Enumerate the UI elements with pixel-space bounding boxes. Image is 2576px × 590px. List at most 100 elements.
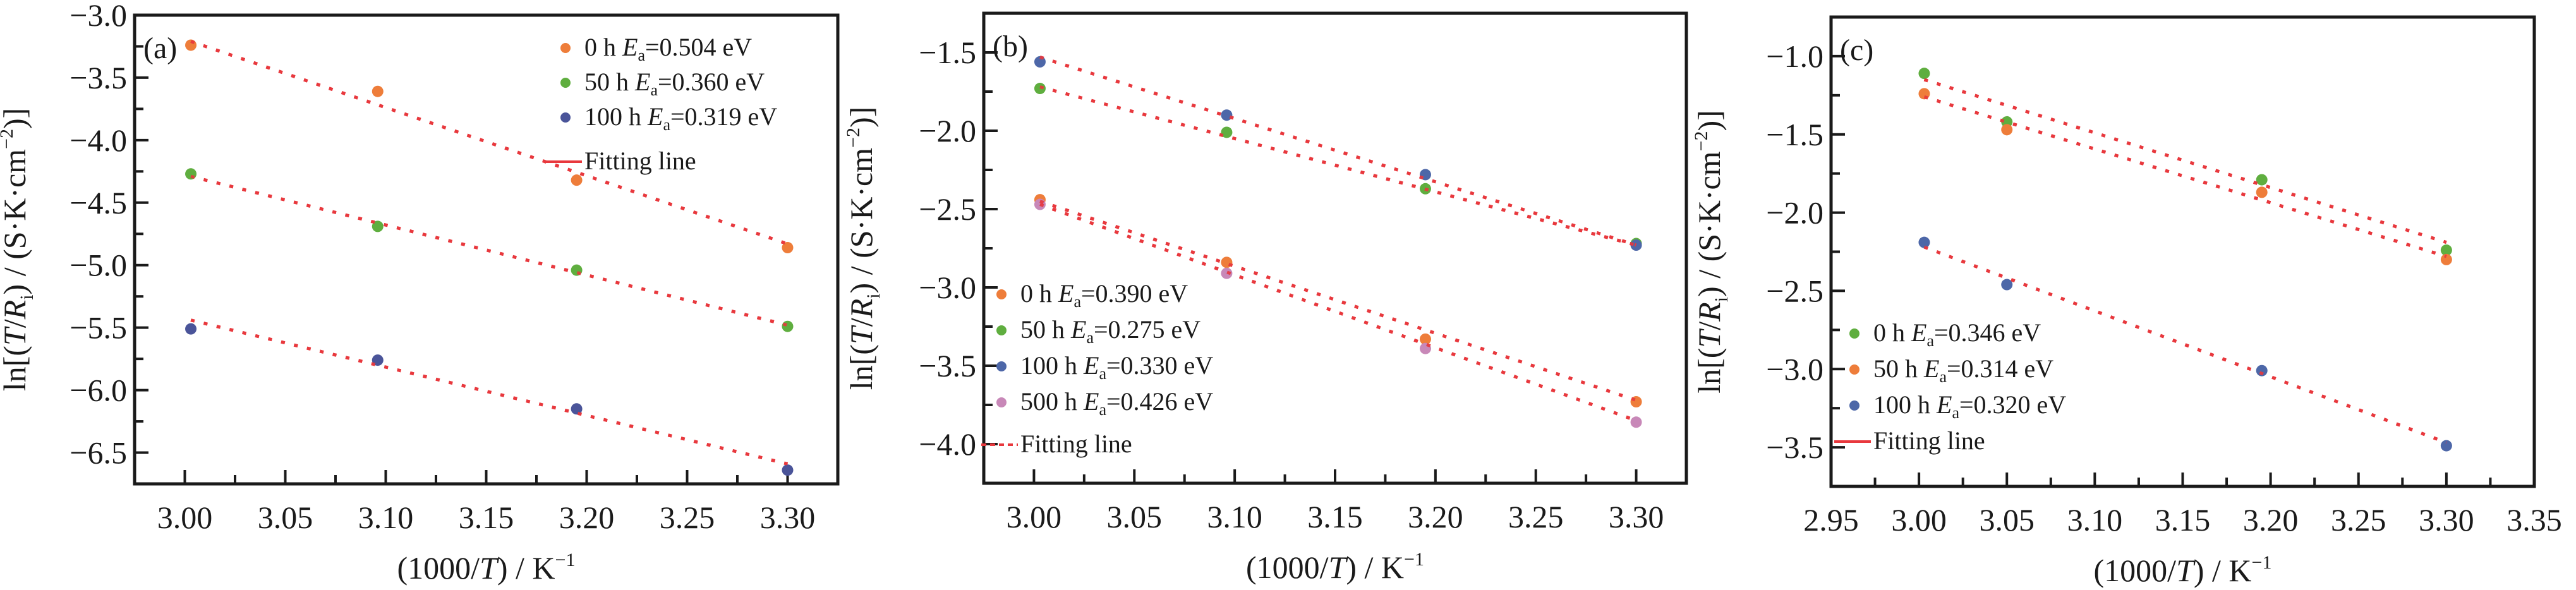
data-point-50h [782,320,794,332]
x-tick-label: 2.95 [1803,502,1859,538]
data-point-100h [2256,364,2268,376]
y-tick-label: −4.0 [70,123,127,158]
data-point-50h [2256,186,2268,198]
data-point-50h [1221,126,1233,138]
fit-line-overlay [1923,78,2447,244]
legend-marker [560,43,571,53]
data-point-0h [2256,174,2268,186]
legend-label: 50 h Ea=0.360 eV [584,68,765,99]
data-point-100h [1221,109,1233,121]
x-tick-label: 3.20 [559,500,615,535]
legend-marker [560,78,571,88]
legend-fit-label: Fitting line [1873,426,1985,455]
legend-label: 500 h Ea=0.426 eV [1020,387,1213,419]
legend-marker [996,289,1007,299]
fit-line-overlay [1923,245,2447,444]
y-tick-label: −6.5 [70,435,127,471]
legend-marker [1849,400,1859,411]
x-tick-label: 3.10 [1207,499,1262,534]
legend: 0 h Ea=0.346 eV 50 h Ea=0.314 eV 100 h Ea=… [1834,318,2066,455]
legend-marker [1849,364,1859,375]
x-tick-label: 3.15 [1307,499,1363,534]
data-point-0h [782,242,794,254]
y-tick-label: −2.0 [1766,195,1823,231]
x-tick-label: 3.05 [258,500,313,535]
data-point-0h [2001,116,2013,128]
x-tick-label: 3.05 [1107,499,1163,534]
x-tick-label: 3.25 [2331,502,2386,538]
y-tick-label: −1.5 [1766,117,1823,152]
y-tick-label: −5.0 [70,248,127,283]
legend-marker [996,361,1007,371]
x-tick-label: 3.20 [2243,502,2299,538]
legend-label: 0 h Ea=0.346 eV [1873,318,2041,350]
data-point-50h [372,220,384,232]
panel-b: 3.00 3.05 3.10 3.15 3.20 3.25 3.30 −1.5 −2.0 −2.5… [843,11,1688,585]
y-tick-label: −1.5 [919,35,976,70]
fit-line-overlay [190,318,789,466]
x-tick-label: 3.30 [760,500,816,535]
data-point-100h [185,323,197,335]
data-point-50h [2001,124,2013,136]
y-tick-label: −1.0 [1766,39,1823,74]
legend-label: 100 h Ea=0.319 eV [584,102,777,134]
data-point-100h [2001,279,2013,291]
data-point-0h [2440,244,2452,256]
panel-c: 2.95 3.00 3.05 3.10 3.15 3.20 3.25 3.30 3.35 −1.0… [1691,15,2562,588]
y-tick-label: −3.0 [70,0,127,33]
x-tick-label: 3.15 [2155,502,2211,538]
legend: 0 h Ea=0.390 eV 50 h Ea=0.275 eV 100 h Ea=… [981,279,1213,458]
panel-label: (c) [1840,33,1873,67]
legend-fit-label: Fitting line [584,147,696,175]
panel-label: (a) [143,32,177,65]
y-axis-title: ln[(T/Ri) / (S·K·cm−2)] [1691,110,1732,394]
y-tick-label: −4.0 [919,426,976,462]
x-tick-label: 3.05 [1980,502,2035,538]
y-tick-label: −3.0 [919,270,976,305]
data-point-0h [372,85,384,97]
fit-line-overlay [1039,85,1637,247]
x-tick-label: 3.25 [660,500,715,535]
x-tick-label: 3.30 [2419,502,2474,538]
legend-label: 0 h Ea=0.504 eV [584,33,752,64]
data-point-0h [571,174,583,186]
legend-label: 100 h Ea=0.330 eV [1020,351,1213,383]
x-tick-label: 3.20 [1408,499,1463,534]
legend-marker [560,112,571,123]
x-tick-label: 3.00 [157,500,213,535]
y-tick-label: −6.0 [70,373,127,408]
panel-a: 3.00 3.05 3.10 3.15 3.20 3.25 3.30 −3.0 −3.5 −4.0… [0,0,840,586]
data-point-0h [1918,68,1930,80]
legend-label: 50 h Ea=0.275 eV [1020,315,1200,347]
y-axis-title: ln[(T/Ri) / (S·K·cm−2)] [0,108,37,392]
data-point-100h [782,464,794,476]
data-point-100h [571,403,583,415]
y-tick-label: −3.0 [1766,351,1823,387]
x-tick-label: 3.10 [2067,502,2123,538]
fit-line-overlay [1039,56,1637,247]
legend-label: 100 h Ea=0.320 eV [1873,390,2066,422]
x-axis-title: (1000/T) / K−1 [397,550,576,586]
y-tick-label: −3.5 [1766,430,1823,465]
panel-label: (b) [993,30,1028,63]
legend-label: 0 h Ea=0.390 eV [1020,279,1188,311]
y-axis-title: ln[(T/Ri) / (S·K·cm−2)] [843,107,884,390]
x-axis-title: (1000/T) / K−1 [1246,549,1424,585]
y-tick-label: −2.5 [1766,273,1823,308]
x-tick-label: 3.00 [1007,499,1062,534]
data-point-50h [2440,253,2452,265]
x-axis-title: (1000/T) / K−1 [2094,552,2272,588]
legend-marker [1849,328,1859,339]
x-tick-label: 3.35 [2506,502,2562,538]
y-tick-label: −3.5 [919,348,976,383]
x-tick-label: 3.30 [1609,499,1664,534]
y-tick-label: −5.5 [70,310,127,346]
data-point-100h [1918,236,1930,248]
x-tick-label: 3.15 [459,500,514,535]
x-tick-label: 3.25 [1508,499,1564,534]
legend-marker [996,397,1007,407]
data-point-500h [1221,267,1233,279]
y-tick-label: −3.5 [70,60,127,95]
